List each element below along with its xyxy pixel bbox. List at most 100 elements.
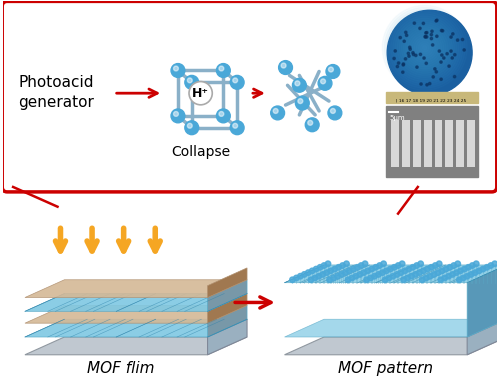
Circle shape: [278, 61, 292, 74]
Circle shape: [423, 57, 425, 59]
Circle shape: [416, 66, 418, 68]
Circle shape: [447, 265, 452, 270]
Circle shape: [439, 268, 444, 274]
Circle shape: [219, 66, 224, 71]
Polygon shape: [25, 319, 247, 337]
Circle shape: [436, 19, 438, 22]
Text: H⁺: H⁺: [192, 87, 209, 100]
Circle shape: [185, 121, 198, 135]
Circle shape: [306, 270, 311, 276]
Circle shape: [393, 57, 396, 60]
Circle shape: [402, 63, 404, 65]
Circle shape: [403, 40, 406, 42]
Circle shape: [361, 270, 366, 276]
Bar: [467, 120, 475, 167]
Circle shape: [430, 33, 432, 36]
Circle shape: [386, 275, 392, 281]
Bar: [386, 92, 478, 103]
Circle shape: [440, 78, 442, 80]
Polygon shape: [208, 294, 247, 323]
Circle shape: [306, 118, 319, 132]
Circle shape: [464, 273, 470, 279]
Circle shape: [358, 263, 364, 268]
Polygon shape: [208, 280, 247, 311]
Circle shape: [412, 52, 414, 54]
Circle shape: [455, 261, 460, 266]
Circle shape: [362, 261, 368, 266]
Polygon shape: [25, 305, 247, 323]
Circle shape: [436, 261, 442, 266]
Circle shape: [336, 265, 342, 270]
Circle shape: [424, 32, 427, 34]
Circle shape: [308, 121, 312, 125]
Circle shape: [418, 261, 424, 266]
Circle shape: [372, 273, 377, 279]
Circle shape: [388, 266, 393, 272]
Circle shape: [327, 277, 332, 282]
Circle shape: [387, 10, 472, 95]
Circle shape: [332, 266, 338, 272]
Circle shape: [450, 36, 452, 38]
Circle shape: [435, 270, 441, 276]
Circle shape: [463, 49, 466, 51]
Circle shape: [174, 111, 178, 116]
Circle shape: [442, 57, 445, 59]
Circle shape: [219, 111, 224, 116]
Circle shape: [408, 55, 410, 57]
Bar: [424, 120, 432, 167]
Circle shape: [492, 261, 498, 266]
Bar: [386, 106, 478, 177]
Circle shape: [273, 108, 278, 113]
Circle shape: [171, 109, 185, 123]
Circle shape: [381, 261, 386, 266]
Circle shape: [392, 265, 397, 270]
Circle shape: [298, 273, 303, 279]
Circle shape: [281, 63, 286, 68]
Circle shape: [424, 36, 426, 38]
Circle shape: [312, 275, 318, 281]
Circle shape: [424, 35, 426, 38]
Circle shape: [328, 67, 334, 72]
Circle shape: [424, 266, 430, 272]
Circle shape: [344, 261, 350, 266]
Circle shape: [462, 38, 464, 41]
Circle shape: [458, 268, 463, 274]
Circle shape: [295, 81, 300, 86]
Polygon shape: [208, 305, 247, 337]
Circle shape: [409, 48, 412, 50]
Circle shape: [412, 53, 414, 56]
Circle shape: [435, 70, 438, 73]
Circle shape: [410, 265, 416, 270]
Circle shape: [318, 265, 323, 270]
Circle shape: [436, 35, 438, 38]
Circle shape: [440, 54, 443, 56]
Circle shape: [451, 57, 454, 59]
Circle shape: [426, 84, 428, 86]
Circle shape: [316, 273, 322, 279]
Circle shape: [400, 261, 405, 266]
Circle shape: [368, 275, 374, 281]
Circle shape: [422, 22, 424, 25]
Circle shape: [430, 38, 432, 40]
Circle shape: [432, 44, 434, 46]
Circle shape: [216, 64, 230, 77]
Circle shape: [401, 277, 406, 282]
Circle shape: [230, 121, 244, 135]
Circle shape: [432, 263, 438, 268]
Circle shape: [320, 79, 326, 84]
Circle shape: [353, 273, 358, 279]
Circle shape: [380, 270, 385, 276]
Circle shape: [448, 65, 450, 67]
Circle shape: [474, 261, 479, 266]
Circle shape: [188, 78, 192, 83]
Circle shape: [230, 75, 244, 89]
Circle shape: [338, 272, 344, 277]
Circle shape: [310, 268, 315, 274]
Circle shape: [270, 106, 284, 120]
Circle shape: [409, 273, 414, 279]
Circle shape: [420, 83, 422, 85]
Bar: [434, 120, 442, 167]
Polygon shape: [25, 337, 247, 355]
Circle shape: [405, 275, 410, 281]
Circle shape: [334, 273, 340, 279]
